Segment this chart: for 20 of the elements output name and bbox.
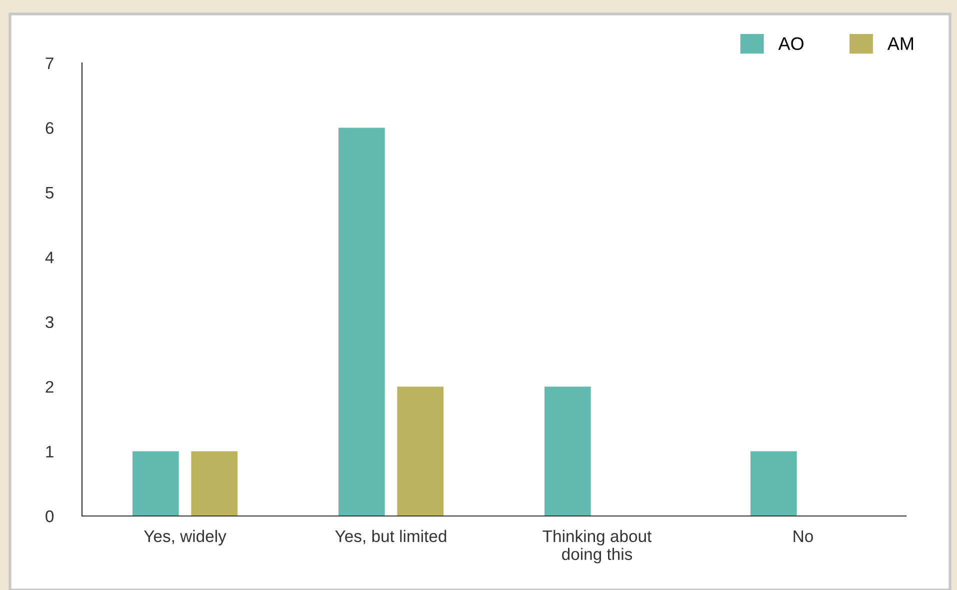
y-tick-label: 4: [45, 252, 54, 264]
x-tick-label: Yes, widely: [144, 530, 226, 546]
y-tick-label: 0: [46, 510, 54, 522]
x-tick-label: Thinking about doing this: [542, 530, 652, 564]
x-tick-label: No: [794, 530, 813, 542]
bar: [191, 451, 238, 516]
bar: [132, 451, 179, 516]
y-tick-label: 1: [46, 446, 54, 458]
y-tick-label: 6: [46, 122, 54, 134]
y-tick-label: 3: [46, 316, 54, 328]
y-tick-label: 7: [46, 58, 54, 70]
x-tick-label: Yes, but limited: [335, 530, 446, 544]
bar: [544, 386, 591, 516]
legend-label: AM: [887, 37, 913, 50]
bar: [338, 128, 385, 516]
legend-label: AO: [778, 37, 804, 50]
y-tick-label: 2: [46, 380, 54, 393]
bar: [750, 451, 797, 516]
bar: [397, 386, 444, 516]
y-tick-label: 5: [46, 187, 54, 199]
